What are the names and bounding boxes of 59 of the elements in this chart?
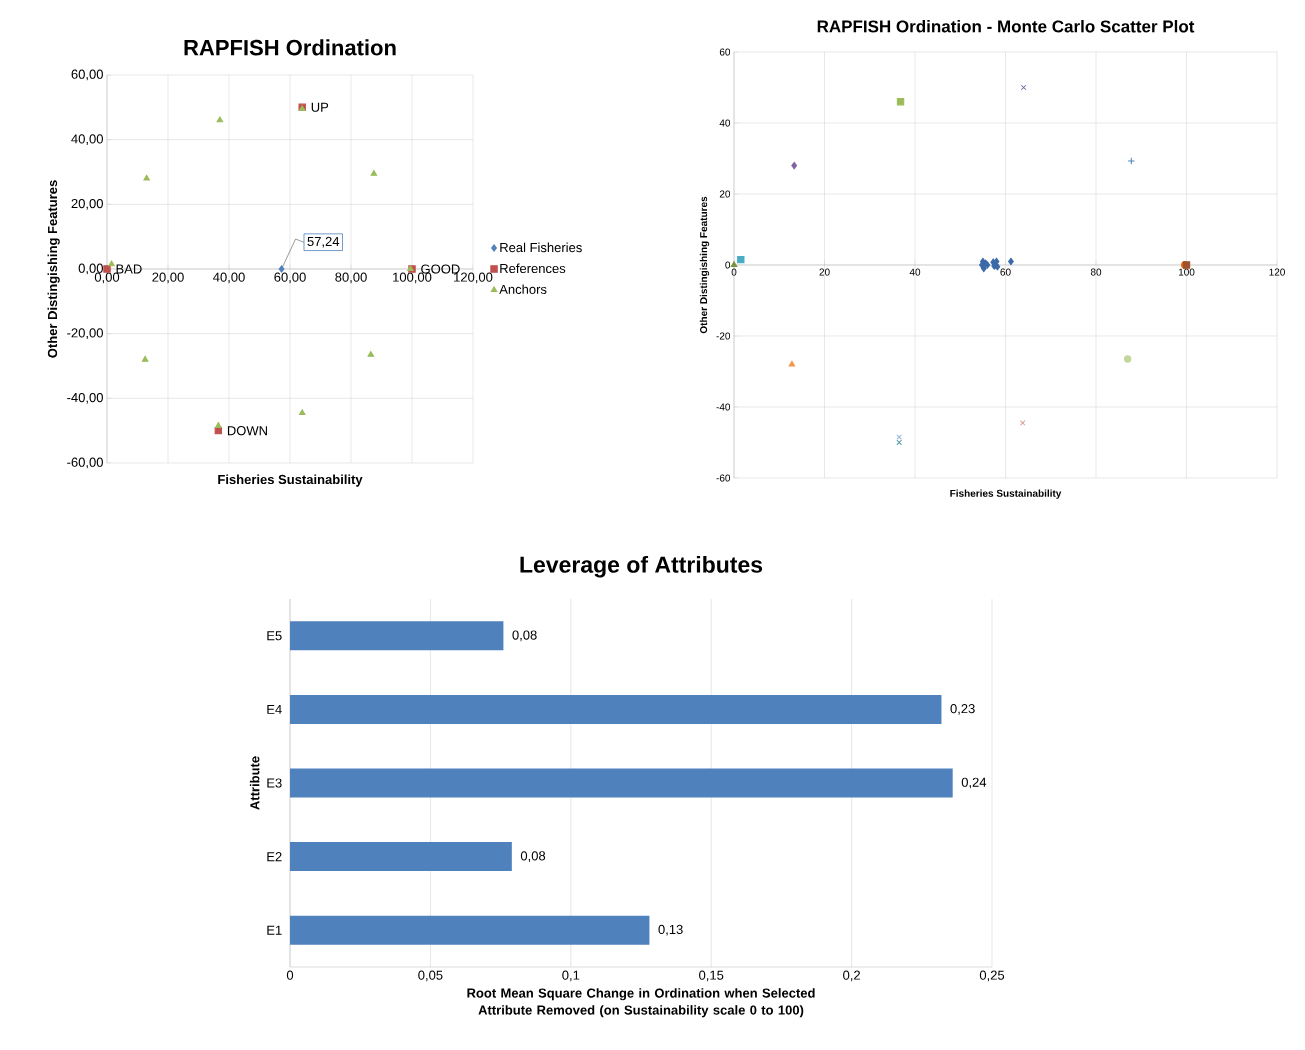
x-axis-title: Root Mean Square Change in Ordination when Selected Attribute Removed (on Sustainability scale 0 to 100): [467, 988, 815, 1018]
y-tick-label: -40: [716, 403, 731, 411]
x-tick-label: 80: [1090, 268, 1102, 276]
y-axis-title: Other Distingishing Features: [699, 196, 710, 334]
x-tick-label: 60: [1000, 268, 1011, 276]
y-tick-label: E1: [267, 925, 282, 935]
y-tick-label: 0: [725, 261, 731, 269]
y-tick-label: 20,00: [71, 198, 103, 210]
data-label: GOOD: [421, 264, 460, 274]
y-tick-label: 20: [719, 190, 731, 198]
y-tick-label: 60,00: [71, 69, 103, 81]
chart-title: RAPFISH Ordination - Monte Carlo Scatter Plot: [817, 19, 1195, 33]
chart-title: RAPFISH Ordination: [184, 39, 396, 56]
x-axis-title: Fisheries Sustainability: [218, 474, 363, 487]
legend-label: References: [500, 263, 566, 274]
data-label: 0,08: [520, 851, 546, 862]
x-tick-label: 120: [1269, 268, 1285, 276]
legend-label: Real Fisheries: [500, 242, 582, 253]
data-label: 0,08: [512, 630, 537, 642]
x-tick-label: 0,00: [94, 272, 120, 284]
x-tick-label: 100,00: [393, 272, 432, 284]
x-tick-label: 20: [819, 268, 830, 276]
data-label: 0,24: [961, 777, 987, 789]
x-tick-label: 0,1: [562, 970, 580, 982]
x-tick-label: 20,00: [152, 272, 184, 284]
y-tick-label: -20,00: [67, 328, 103, 340]
x-tick-label: 0,05: [418, 970, 443, 982]
y-tick-label: 40,00: [71, 134, 103, 146]
y-tick-label: -60: [716, 474, 731, 482]
x-tick-label: 40,00: [213, 272, 245, 284]
x-tick-label: 0,15: [699, 970, 724, 982]
data-label: DOWN: [227, 426, 267, 436]
x-tick-label: 0,2: [843, 970, 860, 982]
y-tick-label: -40,00: [67, 392, 103, 404]
annotation: 57,24: [307, 236, 340, 248]
x-tick-label: 0: [286, 970, 294, 980]
x-tick-label: 100: [1178, 268, 1195, 276]
x-tick-label: 0: [731, 268, 737, 276]
y-tick-label: E2: [267, 852, 282, 862]
x-tick-label: 80,00: [335, 272, 367, 284]
x-tick-label: 40: [909, 268, 921, 276]
data-label: 0,13: [658, 924, 683, 936]
y-axis-title: Other Distingishing Features: [47, 180, 60, 358]
x-axis-title: Fisheries Sustainability: [950, 489, 1062, 499]
y-tick-label: E3: [267, 778, 282, 788]
data-label: BAD: [116, 264, 142, 274]
chart-title: Leverage of Attributes: [520, 555, 763, 578]
y-tick-label: E4: [267, 704, 282, 714]
y-axis-title: Attribute: [249, 756, 260, 810]
y-tick-label: 40: [719, 119, 731, 127]
y-tick-label: -20: [716, 332, 731, 340]
x-tick-label: 120,00: [454, 272, 493, 284]
x-tick-label: 0,25: [979, 970, 1005, 982]
y-tick-label: 60: [719, 48, 731, 56]
data-label: 0,23: [950, 704, 975, 715]
data-label: UP: [311, 102, 329, 112]
legend-label: Anchors: [499, 284, 547, 294]
y-tick-label: -60,00: [67, 457, 103, 469]
y-tick-label: E5: [267, 631, 282, 641]
